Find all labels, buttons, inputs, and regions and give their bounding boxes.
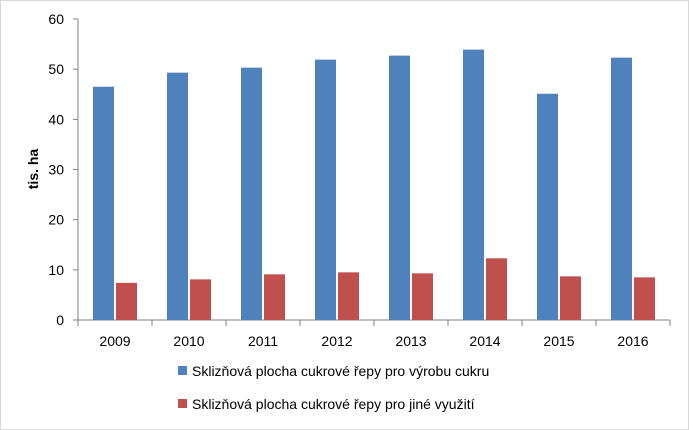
bars: [93, 49, 655, 321]
legend-swatch: [178, 399, 187, 408]
bar-other-2015: [560, 276, 581, 320]
y-axis-label: tis. ha: [25, 149, 41, 190]
bar-other-2010: [190, 279, 211, 320]
bar-other-2014: [486, 258, 507, 320]
bar-other-2016: [634, 277, 655, 320]
bar-other-2009: [116, 282, 137, 320]
bar-sugar-2011: [241, 67, 262, 320]
y-tick-label: 20: [48, 212, 64, 228]
y-tick-label: 30: [48, 162, 64, 178]
x-tick-label: 2012: [321, 333, 352, 349]
legend-label: Sklizňová plocha cukrové řepy pro jiné v…: [192, 396, 475, 412]
y-tick-label: 0: [56, 312, 64, 328]
x-tick-label: 2009: [99, 333, 130, 349]
bar-sugar-2010: [167, 72, 188, 320]
bar-sugar-2014: [463, 49, 484, 321]
bar-other-2011: [264, 274, 285, 320]
y-tick-label: 40: [48, 111, 64, 127]
x-tick-label: 2014: [469, 333, 500, 349]
tick-labels: 0 10 20 30 40 50 60 2009 2010 2011 2012 2013 2014 201…: [48, 11, 648, 349]
bar-sugar-2009: [93, 86, 114, 320]
y-tick-label: 10: [48, 262, 64, 278]
legend-swatch: [178, 366, 187, 375]
legend-label: Sklizňová plocha cukrové řepy pro výrobu…: [192, 363, 489, 379]
x-tick-label: 2015: [543, 333, 574, 349]
x-tick-label: 2013: [395, 333, 426, 349]
legend: Sklizňová plocha cukrové řepy pro výrobu…: [178, 363, 489, 412]
x-tick-label: 2011: [248, 333, 278, 349]
bar-sugar-2015: [537, 93, 558, 320]
y-tick-label: 60: [48, 11, 64, 27]
x-tick-label: 2016: [617, 333, 648, 349]
x-tick-label: 2010: [173, 333, 204, 349]
bar-other-2012: [338, 272, 359, 320]
bar-other-2013: [412, 273, 433, 320]
y-tick-label: 50: [48, 61, 64, 77]
bar-sugar-2013: [389, 55, 410, 320]
bar-sugar-2016: [611, 57, 632, 321]
bar-sugar-2012: [315, 59, 336, 320]
